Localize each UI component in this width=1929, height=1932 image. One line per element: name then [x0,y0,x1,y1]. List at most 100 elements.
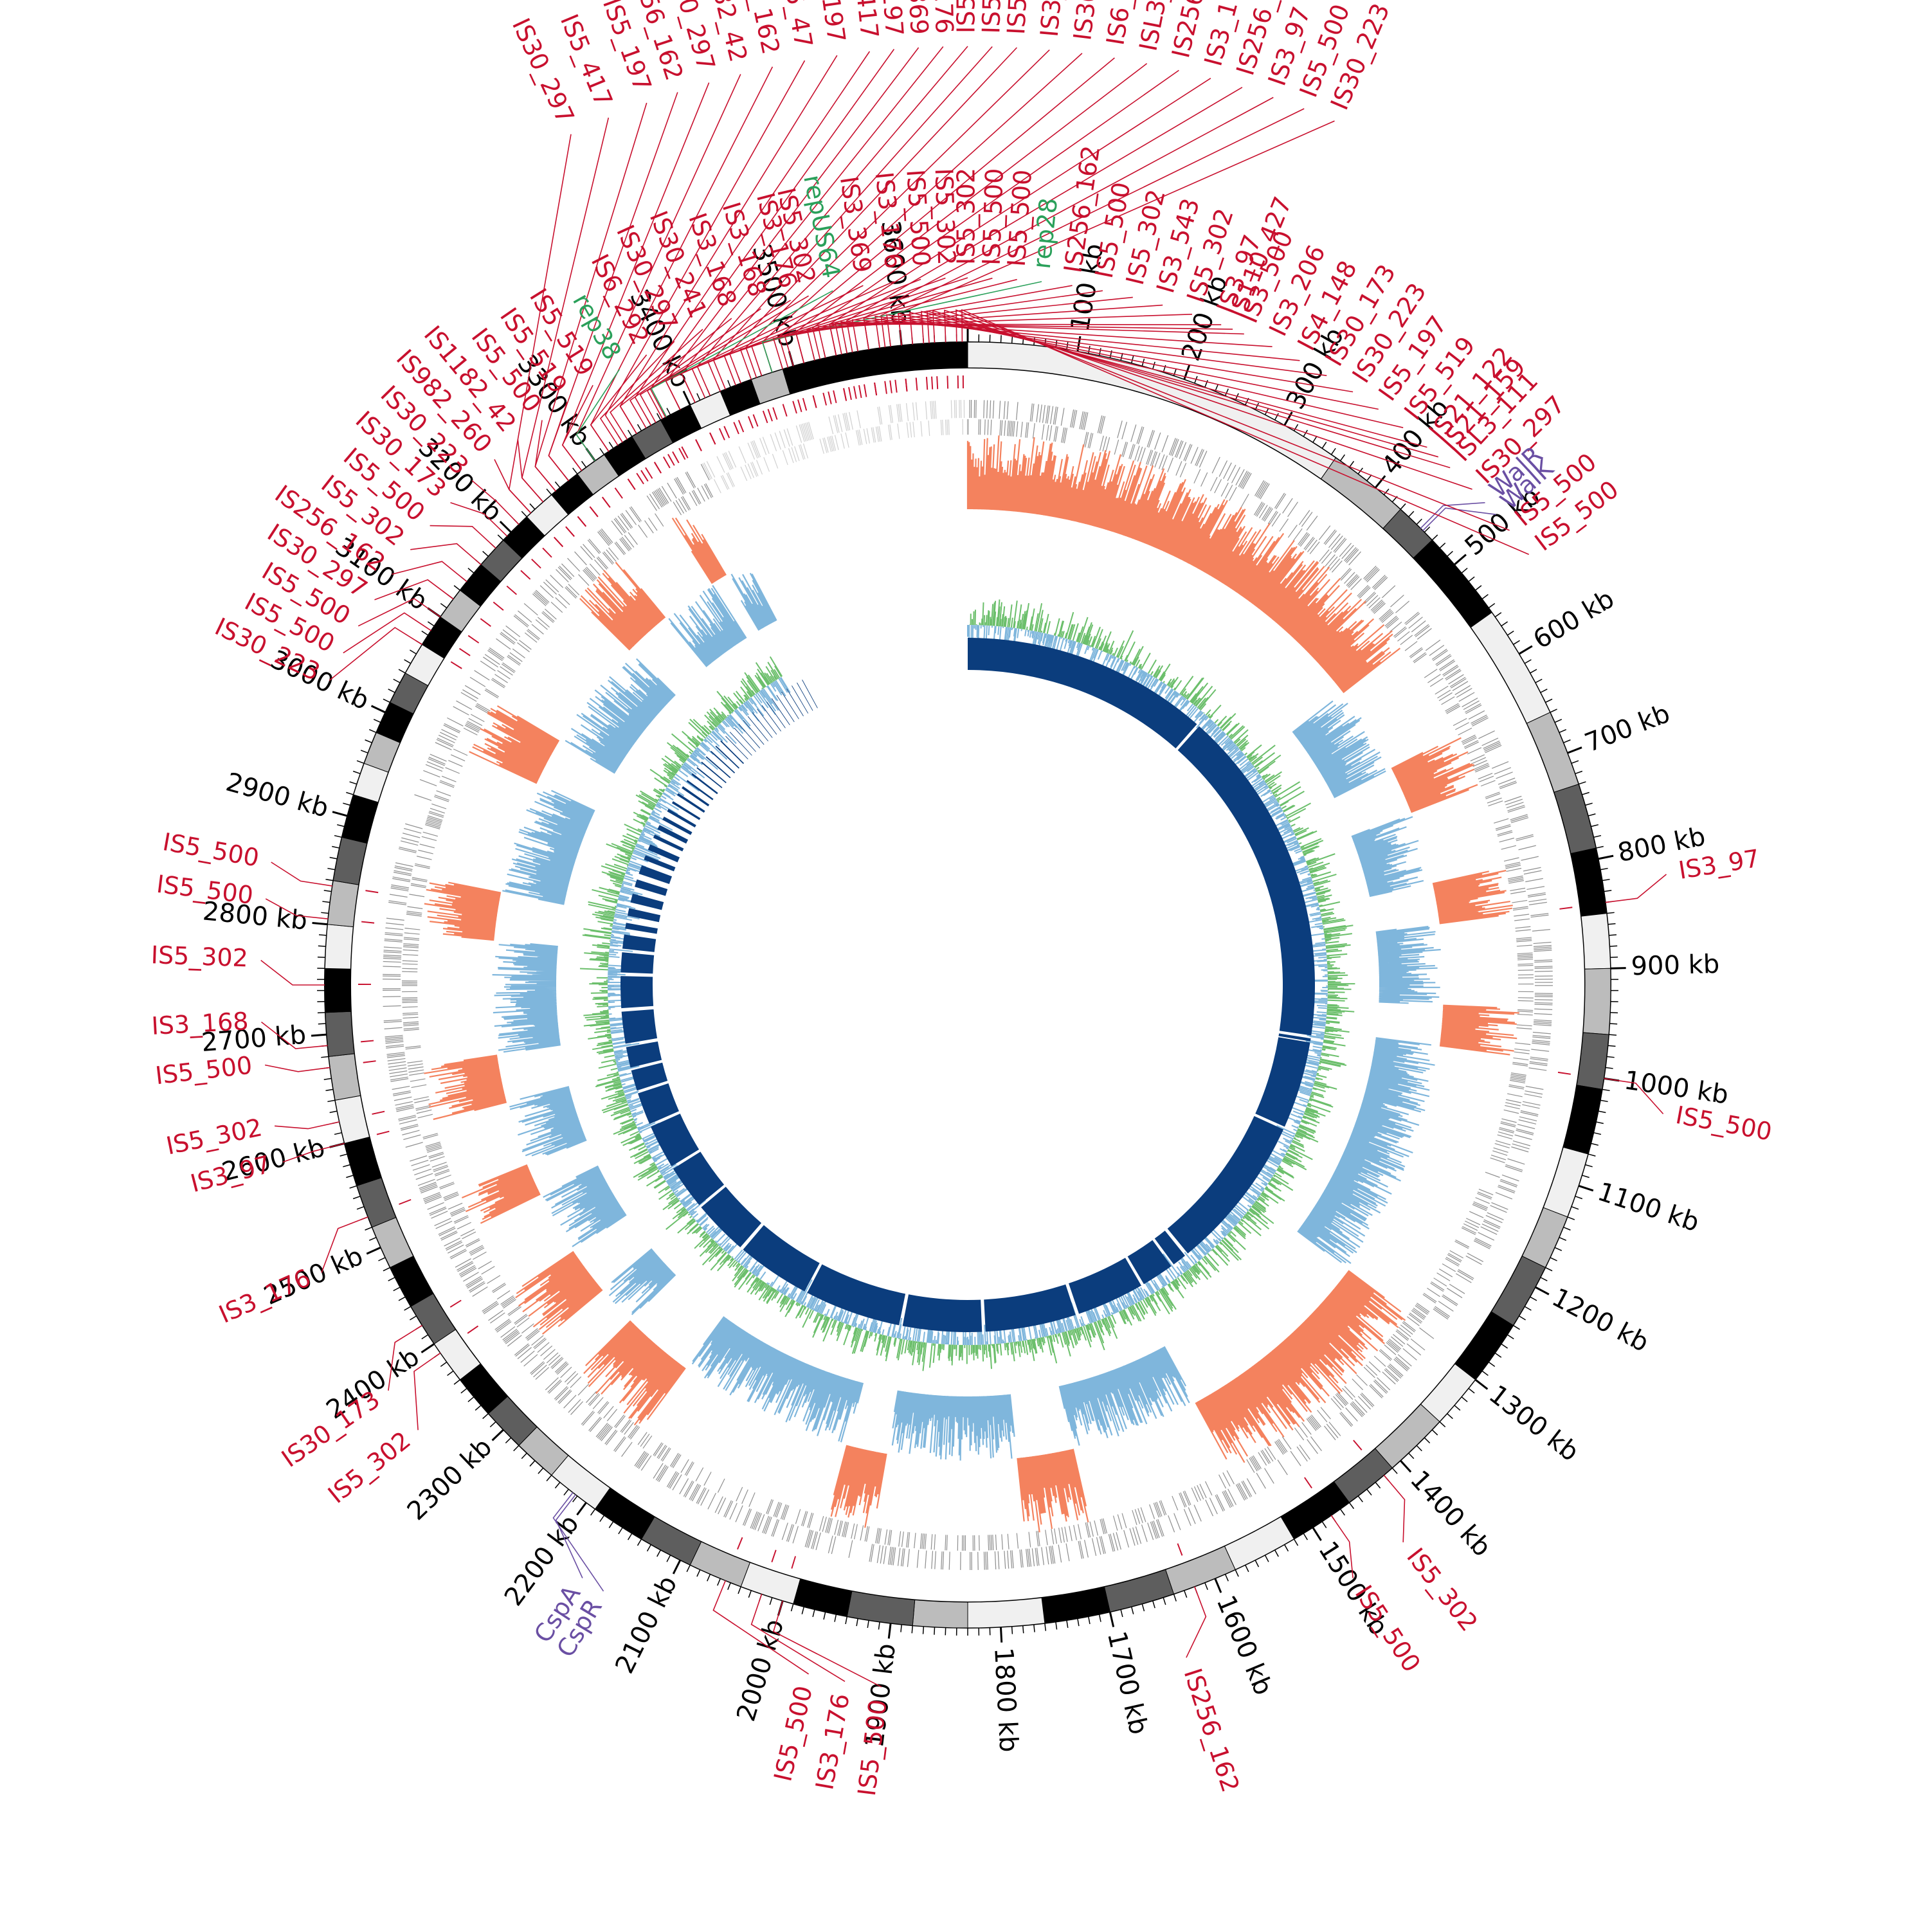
tick-mark [846,1616,847,1624]
tick-mark [1600,869,1608,870]
gene-feature [1036,404,1039,422]
gene-feature [1491,1202,1508,1210]
gene-feature [469,1283,485,1293]
gene-feature [1504,1110,1519,1114]
gene-feature [1094,1521,1098,1536]
tick-mark [330,858,338,859]
gene-feature [703,1472,711,1486]
tick-mark [350,1186,357,1188]
is-element-mark [772,407,777,420]
gene-feature [771,1519,778,1537]
tick-mark [346,793,353,795]
gene-feature [1442,1263,1456,1272]
ideogram-band [1563,1085,1602,1154]
gene-feature [418,1114,433,1119]
gene-feature [1262,507,1271,520]
gene-feature [514,1314,527,1323]
gene-feature [703,462,712,479]
gene-feature [1475,1197,1490,1204]
contig-block [776,695,794,722]
tick-mark [1495,1353,1501,1357]
is-element-mark [833,390,837,403]
gene-feature [1410,649,1423,658]
gene-feature [934,1551,936,1569]
tick-mark [697,1569,700,1576]
tick-mark [637,1539,641,1546]
gene-feature [759,438,766,455]
gene-feature [962,1535,963,1551]
gene-feature [752,462,758,476]
tick-mark [1409,511,1414,517]
gene-feature [979,1535,980,1551]
gene-feature [1310,1436,1322,1451]
tick-mark [1519,1316,1525,1320]
tick-mark [1582,1175,1589,1178]
gene-feature [954,400,955,418]
gene-feature [403,1022,419,1024]
gene-feature [1276,494,1286,509]
gene-feature [704,484,712,498]
is-element-mark [554,537,563,547]
gene-feature [1514,1049,1530,1051]
gene-feature [414,1169,431,1175]
tick-mark [1313,1528,1321,1540]
is-element-mark [451,661,462,669]
tick-mark [1602,1089,1610,1090]
gene-feature [404,932,420,934]
is-element-mark [771,1549,776,1562]
tick-mark [1585,803,1593,805]
gene-feature [678,498,687,512]
gene-feature [990,420,992,435]
tick-mark [454,1380,460,1384]
gene-feature [437,1175,451,1180]
gene-feature [772,454,778,469]
gene-feature [1046,1546,1049,1564]
tick-mark [1608,924,1616,925]
ideogram-band [1104,1569,1173,1612]
ideogram-band [345,1137,381,1186]
gene-feature [995,1551,997,1569]
gene-feature [1395,627,1407,638]
gc-content-positive [580,599,1355,1371]
tick-mark [1598,856,1614,859]
gene-feature [476,705,489,713]
gene-feature [1507,1093,1523,1097]
gene-feature [681,497,689,510]
tick-mark [1475,1380,1487,1389]
gene-feature [432,1162,447,1168]
tick-mark [343,803,350,805]
tick-mark [813,1609,815,1617]
tick-mark [728,380,730,387]
gene-feature [1167,458,1173,473]
gene-feature [574,552,587,566]
gene-feature [1049,1546,1052,1564]
gene-feature [620,537,631,550]
gene-feature [716,456,725,473]
gene-feature [923,1533,925,1549]
gene-feature [1474,1240,1490,1249]
tick-mark [600,1515,604,1522]
gene-feature [931,1551,933,1569]
gene-feature [912,402,915,420]
tick-mark [1045,1623,1046,1631]
tick-mark [1469,1388,1474,1393]
gene-feature [1069,1526,1073,1541]
gene-feature [1523,867,1541,872]
gene-feature [423,770,440,777]
gene-feature [707,461,716,478]
gene-feature [496,1320,511,1332]
ideogram-band [325,925,353,970]
gene-feature [763,437,770,454]
gene-feature [598,556,609,568]
gene-feature [384,1020,402,1022]
gene-feature [1298,1425,1308,1438]
tick-mark [1530,1297,1536,1301]
tick-mark [628,1533,632,1540]
gc-skew-segment [580,563,666,651]
tick-mark [521,1453,527,1459]
is-element-mark [1304,1477,1312,1488]
gene-feature [383,955,401,957]
gene-feature [673,501,682,515]
gene-feature [1173,1513,1181,1530]
gene-feature [1472,760,1487,767]
